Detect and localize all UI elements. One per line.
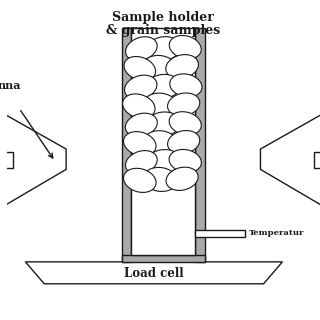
Ellipse shape <box>143 55 177 80</box>
Ellipse shape <box>143 167 177 191</box>
Ellipse shape <box>168 131 200 154</box>
Text: Sample holder: Sample holder <box>112 11 214 24</box>
Ellipse shape <box>124 75 157 100</box>
Polygon shape <box>0 108 66 212</box>
Ellipse shape <box>168 93 200 116</box>
Polygon shape <box>25 262 282 284</box>
Ellipse shape <box>146 74 180 98</box>
Ellipse shape <box>166 55 198 79</box>
Ellipse shape <box>146 36 180 61</box>
Text: Temperatur: Temperatur <box>249 229 304 237</box>
Ellipse shape <box>144 93 178 117</box>
Ellipse shape <box>125 113 157 137</box>
Ellipse shape <box>169 149 201 172</box>
Polygon shape <box>260 108 320 212</box>
Ellipse shape <box>124 57 156 80</box>
Text: nna: nna <box>0 80 21 91</box>
Ellipse shape <box>146 112 180 136</box>
Text: Load cell: Load cell <box>124 267 184 280</box>
Bar <box>195 230 245 237</box>
Ellipse shape <box>170 74 202 97</box>
Text: & grain samples: & grain samples <box>106 24 220 37</box>
Bar <box>122 255 205 262</box>
Ellipse shape <box>124 168 156 192</box>
Ellipse shape <box>169 112 201 135</box>
Ellipse shape <box>123 94 155 118</box>
Ellipse shape <box>166 167 198 190</box>
Ellipse shape <box>125 151 157 174</box>
Bar <box>131 28 195 255</box>
Bar <box>314 152 320 168</box>
Ellipse shape <box>144 131 178 155</box>
Ellipse shape <box>146 149 180 173</box>
Bar <box>195 28 205 262</box>
Ellipse shape <box>124 132 156 156</box>
Ellipse shape <box>169 36 201 59</box>
Bar <box>122 28 131 262</box>
Ellipse shape <box>125 37 157 61</box>
Bar <box>0 152 13 168</box>
